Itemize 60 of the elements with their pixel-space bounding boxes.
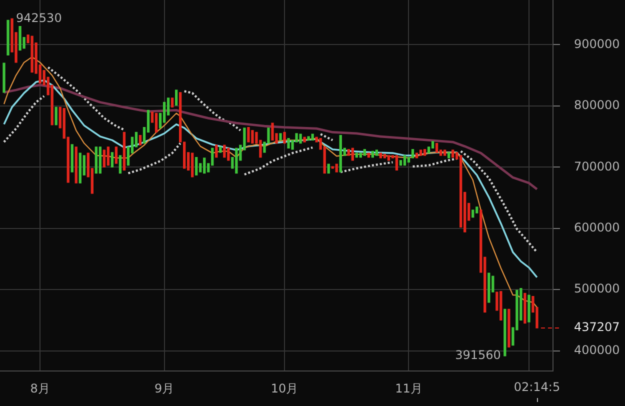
line-series	[460, 150, 538, 254]
candlestick	[411, 149, 414, 158]
candlestick	[219, 146, 222, 153]
candlestick	[375, 150, 378, 156]
candlestick	[307, 136, 310, 141]
y-tick-label: 600000	[574, 220, 620, 234]
candlestick	[283, 132, 286, 144]
y-tick-label: 500000	[574, 282, 620, 296]
line-series	[46, 66, 126, 131]
candlestick	[110, 152, 114, 168]
candlestick	[299, 134, 302, 144]
candlestick	[415, 152, 418, 158]
ref-line-label: 437207	[574, 320, 620, 334]
candlestick	[311, 134, 314, 141]
line-series	[2, 95, 46, 144]
candlestick	[367, 152, 370, 158]
candlestick	[387, 155, 390, 161]
candlestick	[303, 136, 306, 142]
y-tick-label: 900000	[574, 36, 620, 51]
candlestick	[122, 132, 126, 171]
candlestick	[327, 164, 330, 174]
y-tick-label: 700000	[574, 159, 620, 174]
candlestick	[170, 98, 174, 108]
candlestick	[118, 155, 122, 174]
line-series	[183, 90, 242, 132]
line-series	[243, 146, 314, 176]
candlestick	[472, 210, 474, 218]
candlestick	[435, 142, 438, 153]
candlestick	[371, 150, 374, 158]
candlestick	[423, 149, 426, 156]
candlestick	[355, 152, 358, 158]
candlestick	[379, 152, 382, 158]
candlestick	[114, 146, 118, 164]
x-tick-label: 10月	[270, 381, 298, 396]
text: 02:14:5	[514, 380, 560, 394]
line-series	[412, 157, 458, 168]
candlestick	[443, 150, 446, 156]
candlestick	[451, 150, 454, 158]
candlestick	[102, 150, 106, 168]
candlestick	[403, 155, 406, 166]
y-tick-label: 400000	[574, 342, 620, 357]
candlestick	[383, 154, 386, 158]
x-tick-label: 11月	[395, 381, 422, 396]
annotation: 391560	[455, 348, 501, 362]
x-tick-label: 9月	[154, 381, 174, 396]
candlestick	[154, 112, 158, 133]
candlestick	[359, 152, 362, 158]
candlestick	[419, 150, 422, 156]
candlestick	[395, 155, 398, 171]
x-tick-label: 8月	[30, 381, 50, 396]
candlestick	[476, 206, 478, 214]
y-tick-label: 800000	[574, 98, 620, 112]
candlestick	[335, 164, 338, 172]
candlestick	[447, 152, 450, 158]
candlestick	[279, 133, 282, 141]
candlestick	[138, 134, 142, 146]
line-series	[127, 142, 182, 174]
line-series	[340, 161, 394, 174]
candlestick	[106, 146, 110, 166]
annotation: 942530	[16, 10, 62, 25]
